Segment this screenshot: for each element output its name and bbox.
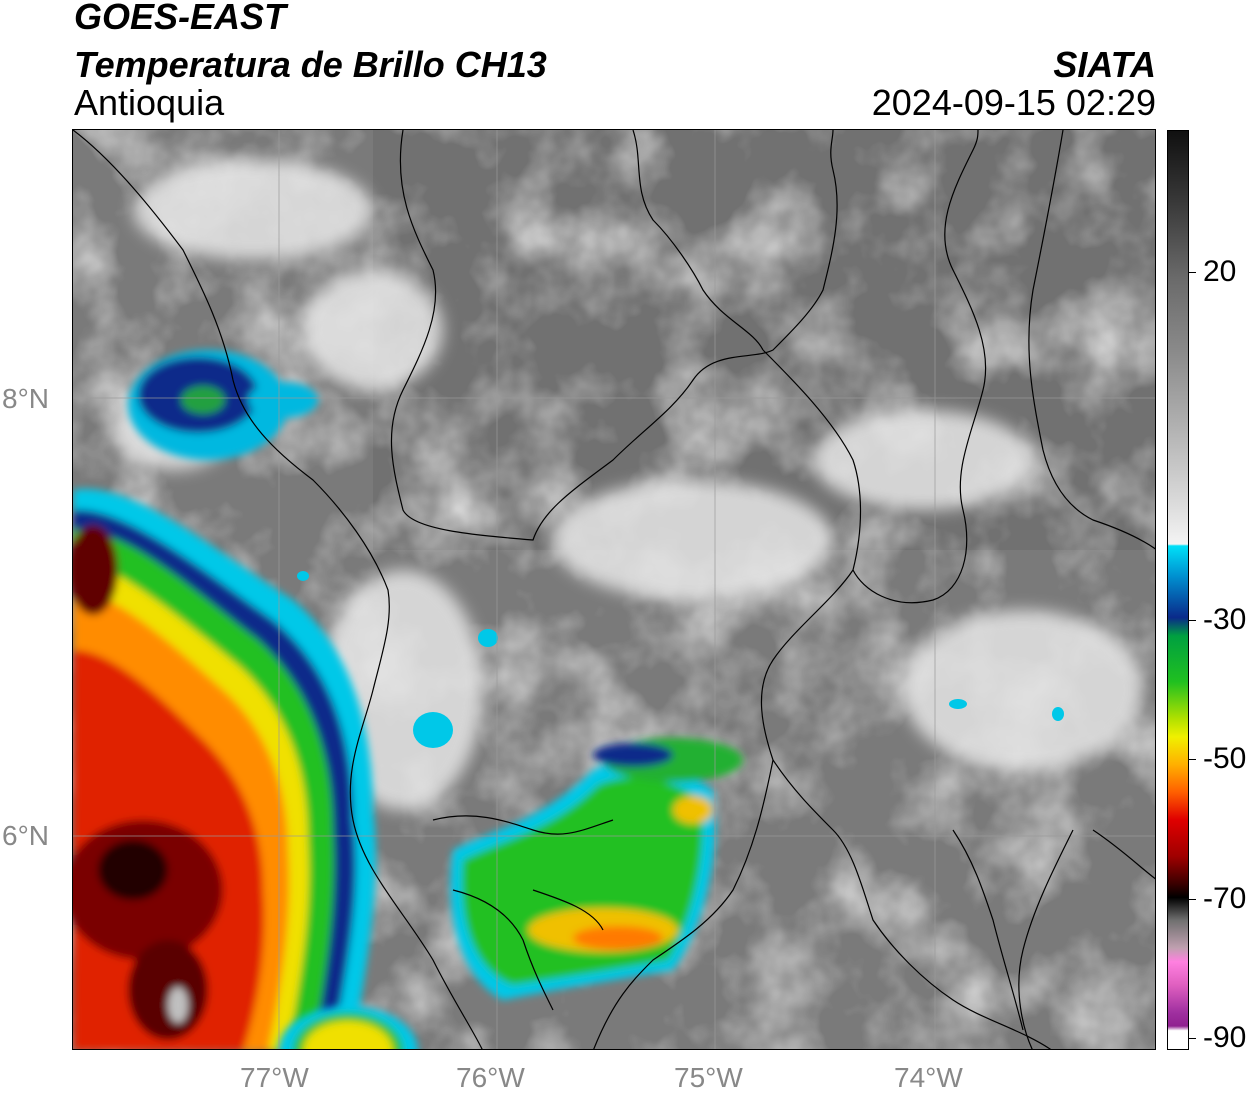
- lon-label-74w: 74°W: [894, 1062, 963, 1093]
- lat-label-6n: 6°N: [2, 820, 49, 851]
- map-title: GOES-EAST: [74, 0, 287, 37]
- colorbar-tick: [1189, 899, 1196, 900]
- brand-label: SIATA: [1053, 44, 1156, 85]
- lat-label-8n: 8°N: [2, 383, 49, 414]
- colorbar-tick: [1189, 759, 1196, 760]
- colorbar-tick: [1189, 1038, 1196, 1039]
- colorbar-label: -90: [1203, 1021, 1247, 1054]
- colorbar-tick: [1189, 272, 1196, 273]
- colorbar-tick: [1189, 620, 1196, 621]
- product-title: Temperatura de Brillo CH13: [74, 44, 547, 85]
- region-label: Antioquia: [74, 82, 225, 123]
- colorbar-label: 20: [1203, 255, 1237, 288]
- lon-label-76w: 76°W: [456, 1062, 525, 1093]
- colorbar-label: -70: [1203, 882, 1247, 915]
- lon-label-77w: 77°W: [240, 1062, 309, 1093]
- colorbar-label: -30: [1203, 603, 1247, 636]
- datetime-label: 2024-09-15 02:29: [871, 82, 1156, 123]
- colorbar-label: -50: [1203, 742, 1247, 775]
- colorbar: [1167, 130, 1189, 1050]
- lon-label-75w: 75°W: [674, 1062, 743, 1093]
- brightness-temperature-field: [73, 130, 1155, 1049]
- satellite-map[interactable]: [72, 129, 1156, 1050]
